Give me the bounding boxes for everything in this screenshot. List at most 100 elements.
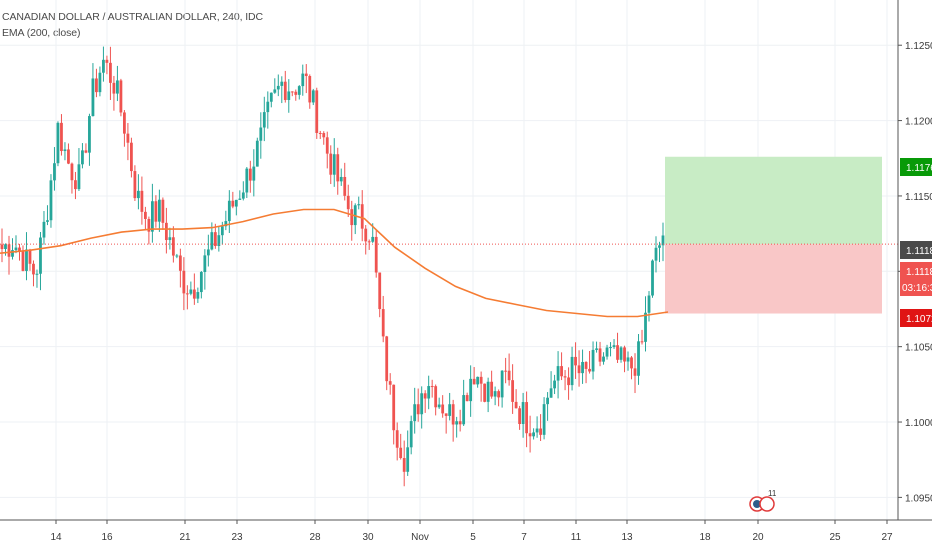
candle-body [581, 361, 584, 374]
candle-body [462, 395, 466, 425]
candle-body [112, 82, 116, 94]
candle-body [332, 154, 336, 175]
x-tick-label: 13 [621, 532, 633, 543]
candle-body [133, 171, 137, 199]
candle-body [437, 404, 441, 408]
x-axis-ticks[interactable]: 14 16 21 23 28 30 Nov 5 7 11 13 18 20 25 27 [50, 520, 893, 543]
stop-loss-tag[interactable]: 1.1072 [900, 309, 932, 327]
profit-zone[interactable] [665, 156, 882, 245]
candle-body [0, 244, 4, 250]
candle-body [563, 376, 567, 378]
candle-body [476, 376, 480, 385]
candle-body [185, 293, 189, 295]
candle-body [378, 272, 382, 310]
x-tick-label: 16 [101, 532, 113, 543]
candle-body [217, 235, 221, 247]
candle-body [451, 404, 455, 425]
indicator-label: EMA (200, close) [2, 27, 81, 39]
candle-body [644, 312, 647, 342]
candle-body [283, 81, 287, 100]
candle-body [658, 245, 661, 248]
ema-line [0, 208, 669, 318]
candle-body [444, 413, 448, 416]
candle-body [116, 80, 119, 94]
candle-body [46, 220, 49, 222]
candle-body [88, 116, 91, 153]
y-tick-label: 1.1200 [905, 117, 932, 128]
candle-body [647, 295, 651, 313]
loss-zone[interactable] [665, 244, 882, 314]
earnings-icon[interactable] [759, 496, 775, 512]
candle-body [126, 133, 130, 143]
candle-body [308, 76, 312, 103]
x-tick-label: 23 [231, 532, 243, 543]
candle-body [14, 247, 18, 251]
candle-body [150, 201, 154, 232]
last-price-tag[interactable]: 1.1118 [900, 241, 932, 259]
candle-body [535, 428, 539, 433]
candle-body [119, 80, 123, 113]
candle-body [161, 199, 165, 223]
candle-body [56, 122, 60, 164]
candle-body [210, 232, 214, 250]
candle-body [413, 404, 417, 422]
take-profit-tag[interactable]: 1.1176 [900, 158, 932, 176]
candle-body [486, 381, 490, 402]
candle-body [423, 393, 427, 399]
candle-body [661, 235, 665, 246]
candle-body [18, 247, 21, 252]
candle-body [322, 133, 326, 138]
candle-body [123, 112, 126, 134]
candle-body [588, 368, 591, 372]
candle-body [518, 408, 522, 425]
candle-body [395, 430, 399, 448]
candle-body [346, 195, 350, 210]
candle-body [598, 348, 602, 362]
chart-title: CANADIAN DOLLAR / AUSTRALIAN DOLLAR, 240… [2, 11, 263, 23]
x-tick-label: 25 [829, 532, 841, 543]
candle-body [616, 345, 619, 360]
candle-body [406, 447, 410, 472]
candle-body [609, 347, 612, 349]
candle-body [304, 73, 308, 77]
candle-body [591, 349, 595, 372]
candle-body [206, 249, 210, 256]
candle-body [553, 380, 556, 389]
long-position-zones[interactable] [665, 156, 882, 314]
candle-body [192, 289, 196, 299]
x-tick-label: Nov [411, 532, 429, 543]
candle-body [315, 90, 319, 133]
candle-body [234, 199, 238, 207]
candle-body [154, 201, 158, 222]
candle-body [651, 260, 654, 296]
candle-body [367, 241, 371, 243]
candle-body [521, 402, 525, 425]
candle-body [136, 190, 140, 199]
candle-body [143, 211, 147, 219]
candle-body [528, 433, 532, 437]
candle-body [514, 401, 518, 409]
candle-body [556, 366, 560, 381]
candle-body [203, 255, 207, 272]
candle-body [95, 78, 98, 93]
candle-body [637, 341, 640, 376]
x-tick-label: 11 [571, 532, 582, 543]
candle-body [318, 132, 322, 134]
candle-body [595, 348, 598, 350]
y-tick-label: 1.1050 [905, 343, 932, 354]
current-price-tag[interactable]: 1.1118 03:16:36 [900, 262, 932, 296]
x-tick-label: 5 [470, 532, 476, 543]
candle-body [241, 192, 245, 199]
candle-body [469, 378, 473, 402]
candle-body [602, 356, 605, 362]
candle-body [630, 357, 633, 369]
candle-body [11, 250, 14, 257]
x-tick-label: 18 [699, 532, 711, 543]
events-marker[interactable]: 11 [749, 489, 777, 512]
candle-body [262, 112, 266, 128]
candle-body [238, 198, 242, 200]
candle-body [539, 428, 542, 435]
candle-body [98, 72, 102, 93]
candle-body [102, 59, 105, 73]
